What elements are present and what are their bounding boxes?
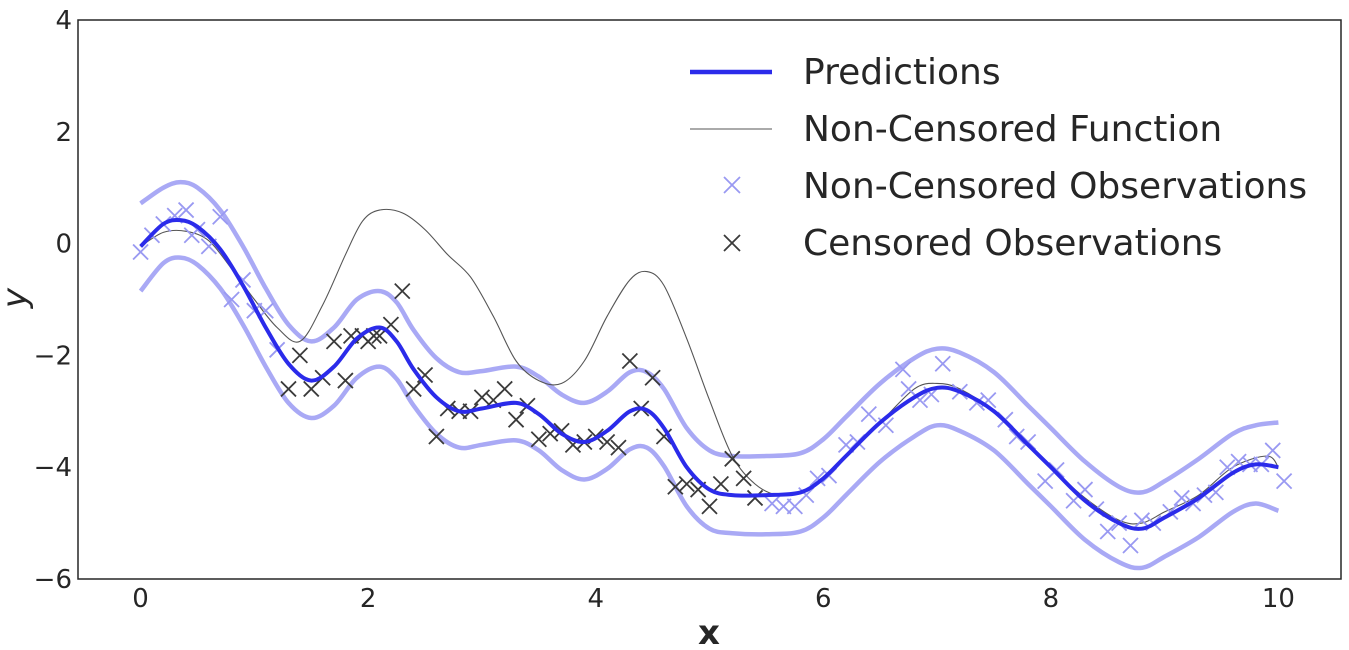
noncensored-observation-marker (1122, 537, 1139, 554)
y-axis-label: y (0, 287, 35, 309)
noncensored-observation-marker (809, 470, 826, 487)
censored-observation-marker (291, 347, 309, 364)
y-axis-ticks: 4 2 0 −2 −4 −6 (34, 6, 72, 595)
prediction-line (139, 217, 1279, 531)
censored-observation-marker (280, 380, 297, 398)
noncensored-observation-marker (177, 201, 195, 219)
noncensored-observation-marker (894, 361, 912, 378)
noncensored-observation-marker (212, 208, 229, 225)
y-tick-label: 0 (55, 230, 72, 260)
y-tick-label: −4 (34, 453, 72, 483)
censored-observation-marker (701, 498, 718, 515)
x-tick-label: 10 (1262, 584, 1295, 614)
y-tick-label: −2 (34, 341, 72, 371)
noncensored-observation-marker (1008, 428, 1025, 445)
x-tick-label: 6 (815, 584, 832, 614)
noncensored-observation-marker (775, 498, 792, 515)
x-tick-label: 8 (1043, 584, 1060, 614)
x-axis-label: x (698, 613, 720, 650)
censored-observation-marker (496, 380, 513, 398)
noncensored-observation-marker (132, 243, 149, 261)
censored-observation-marker (325, 333, 343, 350)
noncensored-observation-marker (1264, 442, 1281, 459)
legend-label-predictions: Predictions (803, 52, 1001, 93)
censored-observation-marker (655, 428, 673, 445)
noncensored-observation-marker (1173, 489, 1190, 507)
censored-observation-marker (598, 433, 616, 451)
y-tick-label: −6 (34, 565, 72, 595)
noncensored-observation-marker (223, 291, 240, 308)
censored-observation-marker (735, 470, 752, 487)
x-tick-label: 2 (360, 584, 377, 614)
censored-observation-marker (724, 450, 741, 467)
censored-observation-marker (473, 389, 491, 406)
legend-label-censored: Censored Observations (803, 223, 1222, 264)
y-tick-label: 4 (55, 6, 72, 36)
band-lower-line (138, 255, 1280, 571)
censored-observation-marker (644, 369, 661, 386)
y-tick-label: 2 (55, 118, 72, 148)
censored-observation-marker (428, 428, 445, 445)
x-tick-label: 4 (587, 584, 604, 614)
x-tick-label: 0 (132, 584, 149, 614)
legend-swatch-censored (723, 234, 741, 252)
censored-observation-marker (667, 478, 684, 495)
noncensored-observation-marker (763, 495, 781, 512)
censored-observation-marker (678, 475, 695, 493)
noncensored-observation-marker (1099, 523, 1116, 540)
censored-observation-marker (610, 439, 627, 456)
predictions (139, 217, 1279, 531)
censored-observation-marker (405, 380, 422, 398)
censored-observation-marker (394, 282, 411, 300)
noncensored-observation-marker (1275, 473, 1293, 490)
censored-observation-marker (337, 372, 354, 389)
legend-label-noncensored: Non-Censored Observations (803, 166, 1307, 207)
legend-swatch-noncensored (723, 176, 741, 194)
censored-observation-marker (712, 475, 730, 493)
plot-frame (77, 19, 1342, 580)
noncensored-observation-marker (1048, 461, 1065, 479)
censored-observation-marker (530, 431, 547, 448)
censored-observation-marker (746, 489, 764, 507)
noncensored-observation-marker (860, 405, 877, 423)
censored-observation-marker (507, 411, 525, 428)
legend: Predictions Non-Censored Function Non-Ce… (690, 52, 1307, 264)
x-axis-ticks: 0 2 4 6 8 10 (132, 584, 1295, 614)
legend-label-function: Non-Censored Function (803, 109, 1222, 150)
noncensored-observation-marker (934, 355, 951, 372)
censored-observation-marker (621, 352, 638, 370)
